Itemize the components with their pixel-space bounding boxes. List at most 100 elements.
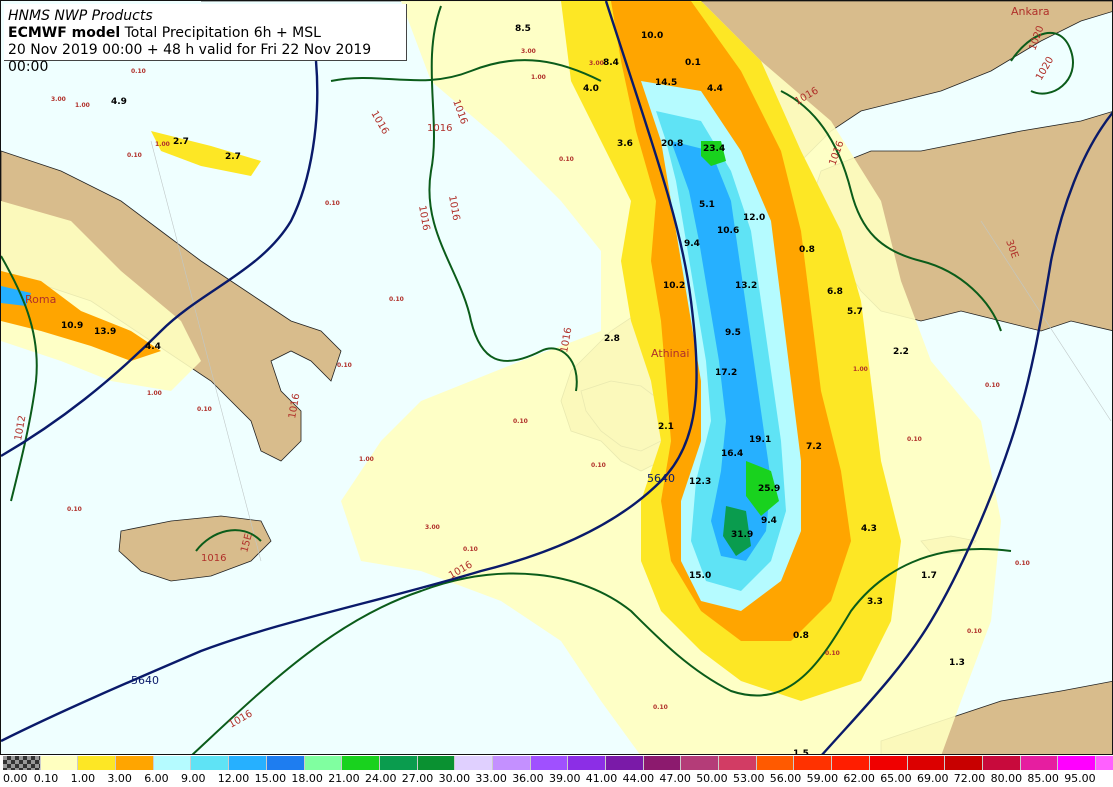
z500-contour-east [821, 111, 1112, 754]
precip-value-10: 3.6 [617, 139, 633, 149]
meridian-30e [980, 220, 1112, 422]
contour-small-labels: 3.001.000.101.003.000.101.003.000.100.10… [51, 48, 1030, 711]
contour-label-25: 0.10 [825, 650, 840, 657]
contour-label-21: 0.10 [985, 382, 1000, 389]
precip-green-c [723, 506, 751, 556]
precip-value-31: 16.4 [721, 449, 743, 459]
legend-label-12: 30.00 [438, 772, 471, 785]
contour-label-6: 1.00 [531, 74, 546, 81]
legend-swatches [3, 756, 1113, 770]
legend-label-5: 9.00 [181, 772, 206, 785]
precip-value-3: 0.1 [685, 58, 701, 68]
legend-label-14: 36.00 [512, 772, 544, 785]
legend-swatch-19 [719, 756, 757, 770]
precip-yellow-west [1, 201, 201, 391]
precip-orange-roma [1, 271, 161, 361]
legend-swatch-25 [945, 756, 983, 770]
precip-value-4: 4.0 [583, 84, 599, 94]
color-legend: 0.00 0.10 1.00 3.00 6.00 9.00 12.00 15.00 18.00 2… [0, 756, 1113, 787]
isobar-1012-italy [1, 255, 38, 502]
precip-value-5: 14.5 [655, 78, 677, 88]
precip-green-n [701, 141, 726, 166]
contour-label-5: 0.10 [131, 68, 146, 75]
contour-label-4: 3.00 [521, 48, 536, 55]
legend-swatch-16 [606, 756, 644, 770]
contour-label-23: 0.10 [1015, 560, 1030, 567]
isobar-1016-north [330, 59, 602, 82]
legend-label-25: 69.00 [917, 772, 949, 785]
precip-value-6: 4.4 [707, 84, 723, 94]
isobar-label-6: 1016 [287, 393, 302, 420]
legend-swatch-1 [40, 756, 79, 770]
precip-value-24: 2.8 [604, 334, 620, 344]
legend-label-21: 56.00 [769, 772, 802, 785]
precip-value-25: 9.5 [725, 328, 741, 338]
graticule [150, 140, 1112, 562]
product-title: HNMS NWP Products [8, 8, 153, 24]
isobar-label-2: 1016 [427, 123, 452, 134]
legend-label-16: 41.00 [585, 772, 618, 785]
precip-value-26: 5.7 [847, 307, 863, 317]
contour-label-1: 1.00 [75, 102, 90, 109]
grid-label-15e: 15E [239, 533, 255, 554]
contour-label-7: 3.00 [589, 60, 604, 67]
precipitation-map: Roma Athinai Ankara 5640 5640 15E 30E 10… [1, 1, 1112, 754]
precip-value-14: 12.0 [743, 213, 765, 223]
precip-value-39: 1.7 [921, 571, 937, 581]
legend-label-27: 80.00 [990, 772, 1023, 785]
precip-value-40: 3.3 [867, 597, 883, 607]
isobar-1016-sicily [195, 529, 262, 552]
legend-label-8: 18.00 [291, 772, 323, 785]
legend-swatch-4 [153, 756, 192, 770]
legend-label-4: 6.00 [144, 772, 169, 785]
legend-label-17: 44.00 [622, 772, 655, 785]
place-label-ankara: Ankara [1011, 5, 1050, 18]
precip-value-30: 19.1 [749, 435, 771, 445]
place-label-roma: Roma [25, 293, 56, 306]
precip-value-16: 9.4 [684, 239, 700, 249]
contour-label-26: 0.10 [653, 704, 668, 711]
legend-label-19: 50.00 [696, 772, 728, 785]
valid-time: 20 Nov 2019 00:00 + 48 h valid for Fri 2… [8, 42, 372, 75]
precip-gold-adriatic [151, 131, 261, 176]
legend-swatch-22 [832, 756, 870, 770]
legend-label-23: 62.00 [843, 772, 875, 785]
precip-value-7: 2.7 [173, 137, 189, 147]
contour-label-8: 0.10 [559, 156, 574, 163]
precip-value-29: 2.1 [658, 422, 674, 432]
contour-label-2: 0.10 [127, 152, 142, 159]
legend-swatch-5 [191, 756, 230, 770]
legend-swatch-0 [3, 756, 41, 770]
contour-label-9: 0.10 [325, 200, 340, 207]
legend-swatch-2 [78, 756, 117, 770]
precip-value-23: 4.4 [145, 342, 161, 352]
isobar-1020-ankara [1010, 31, 1074, 95]
precip-value-27: 2.2 [893, 347, 909, 357]
contour-label-20: 0.10 [907, 436, 922, 443]
contour-label-24: 0.10 [967, 628, 982, 635]
precip-value-38: 15.0 [689, 571, 711, 581]
precip-value-33: 12.3 [689, 477, 711, 487]
legend-swatch-27 [1020, 756, 1059, 770]
legend-swatch-8 [304, 756, 343, 770]
precip-value-32: 7.2 [806, 442, 822, 452]
isobar-label-5: 1016 [559, 327, 574, 354]
precip-green-s [746, 461, 779, 516]
legend-swatch-11 [417, 756, 456, 770]
precip-value-8: 2.7 [225, 152, 241, 162]
legend-swatch-15 [568, 756, 606, 770]
legend-label-9: 21.00 [328, 772, 360, 785]
precip-value-34: 25.9 [758, 484, 780, 494]
contour-label-18: 0.10 [513, 418, 528, 425]
precip-value-12: 23.4 [703, 144, 725, 154]
legend-swatch-18 [681, 756, 720, 770]
precip-value-36: 31.9 [731, 530, 753, 540]
legend-label-3: 3.00 [107, 772, 132, 785]
legend-swatch-20 [756, 756, 795, 770]
legend-labels: 0.00 0.10 1.00 3.00 6.00 9.00 12.00 15.00 18.00 2… [3, 772, 1113, 786]
isobar-1016-west [428, 5, 578, 392]
model-name: ECMWF model [8, 25, 121, 41]
contour-label-22: 1.00 [853, 366, 868, 373]
